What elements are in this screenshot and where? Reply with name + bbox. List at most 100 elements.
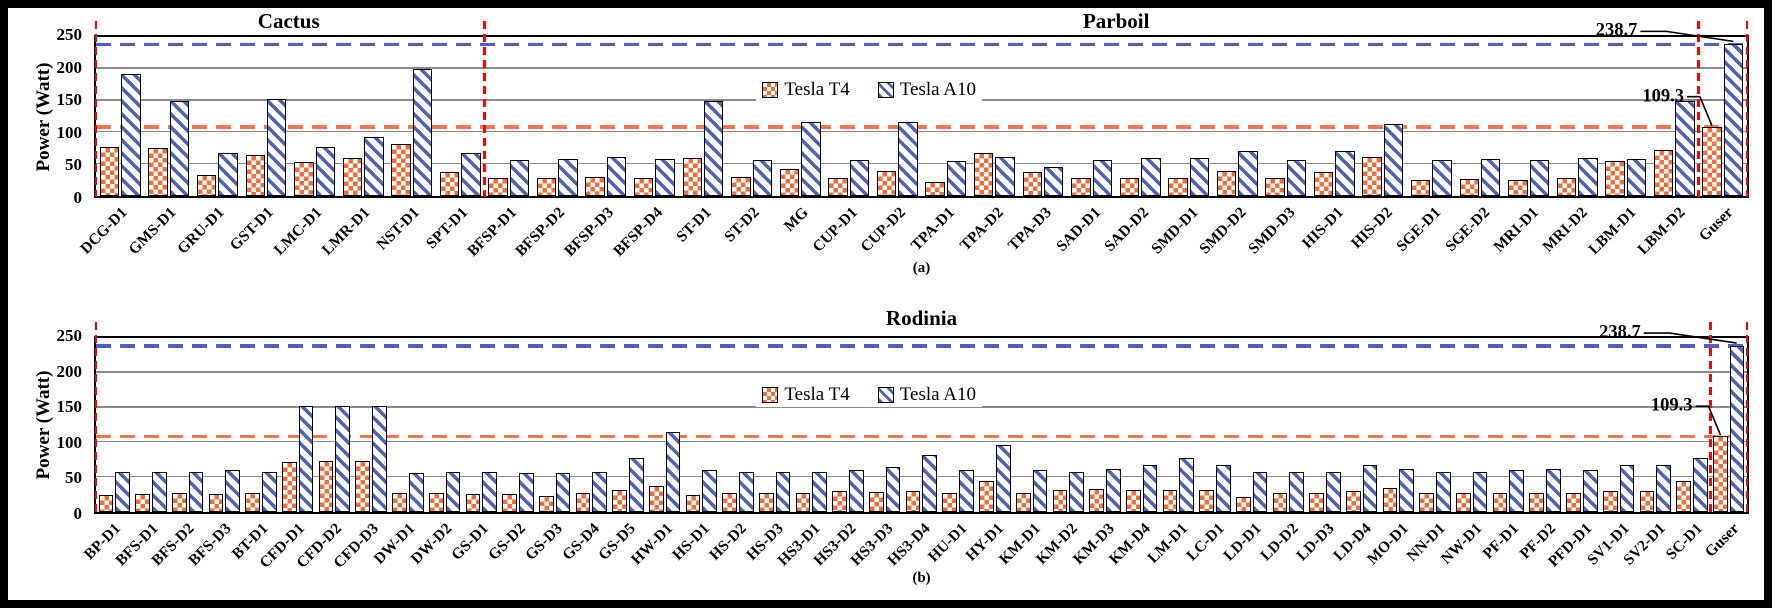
bar-group-hs-d2 <box>720 338 757 512</box>
bar-tesla-a10 <box>922 454 938 512</box>
bar-group-bfs-d2 <box>169 338 206 512</box>
legend-item: Tesla T4 <box>762 79 850 101</box>
bar-group-pfd-d1 <box>1564 338 1601 512</box>
x-axis-label: LD-D2 <box>1257 520 1302 565</box>
y-tick-label: 50 <box>65 468 82 488</box>
bar-tesla-t4 <box>439 172 460 196</box>
bars-container <box>96 338 1747 512</box>
bar-tesla-t4 <box>925 182 945 196</box>
bar-tesla-a10 <box>849 470 864 512</box>
bar-tesla-t4 <box>1566 492 1581 512</box>
x-axis-label: SMD-D1 <box>1147 204 1202 258</box>
legend-item: Tesla A10 <box>877 384 976 406</box>
chart-a-cactus-parboil: Cactus Parboil Power (Watt) Tesla T4 Tesla… <box>8 8 1764 284</box>
bar-group-bfsp-d2 <box>533 37 582 196</box>
bar-tesla-t4 <box>612 490 627 512</box>
bar-tesla-a10 <box>995 444 1011 512</box>
y-tick-label: 100 <box>56 122 83 142</box>
bar-tesla-a10 <box>898 122 918 196</box>
bar-group-tpa-d1 <box>922 37 971 196</box>
bar-group-hu-d1 <box>940 338 977 512</box>
gridline <box>96 440 1747 443</box>
bar-group-sad-d1 <box>1067 37 1116 196</box>
bar-group-dw-d1 <box>390 338 427 512</box>
x-axis-label: SAD-D2 <box>1101 204 1153 256</box>
x-axis-label: Guser <box>1702 520 1743 561</box>
bar-group-mg <box>776 37 825 196</box>
y-tick-label: 150 <box>56 90 83 110</box>
bar-group-sv1-d1 <box>1600 338 1637 512</box>
x-axis-label: SGE-D1 <box>1393 204 1445 256</box>
bar-tesla-t4 <box>1119 178 1140 196</box>
x-axis-label: SMD-D2 <box>1196 204 1250 258</box>
legend-label: Tesla A10 <box>899 79 976 101</box>
legend: Tesla T4 Tesla A10 <box>756 383 982 408</box>
bar-tesla-a10 <box>849 159 870 196</box>
bar-tesla-a10 <box>1032 470 1048 512</box>
bar-tesla-a10 <box>628 458 644 512</box>
bar-tesla-a10 <box>1436 472 1451 512</box>
legend-label: Tesla T4 <box>784 79 850 101</box>
y-tick-label: 250 <box>56 326 83 345</box>
x-axis-label: TPA-D1 <box>907 204 958 255</box>
x-axis-label: GST-D1 <box>226 204 277 254</box>
bar-tesla-t4 <box>973 152 994 196</box>
bar-group-spt-d1 <box>436 37 485 196</box>
y-tick-label: 0 <box>73 188 83 207</box>
bar-tesla-a10 <box>115 472 131 512</box>
bar-tesla-t4 <box>1199 490 1214 512</box>
annotation-label: 109.3 <box>1642 86 1684 107</box>
gridline <box>96 371 1747 373</box>
bar-group-bfs-d3 <box>206 338 243 512</box>
x-axis-label: BFSP-D3 <box>561 204 618 260</box>
bar-tesla-a10 <box>364 136 384 196</box>
annotation-label: 109.3 <box>1650 395 1693 416</box>
bar-tesla-a10 <box>262 471 277 512</box>
x-axis-label: DW-D2 <box>407 520 456 568</box>
bar-tesla-a10 <box>1692 458 1708 512</box>
bar-tesla-t4 <box>1162 490 1178 512</box>
bar-group-nst-d1 <box>387 37 436 196</box>
bar-group-bfsp-d3 <box>582 37 631 196</box>
bar-tesla-a10 <box>1238 151 1258 196</box>
x-axis-label: GS-D2 <box>485 520 529 564</box>
bar-tesla-t4 <box>828 178 848 196</box>
bar-tesla-t4 <box>1362 156 1382 196</box>
x-axis-label: MRI-D1 <box>1490 204 1542 256</box>
plot-area: Tesla T4 Tesla A10 <box>94 322 1749 514</box>
bar-tesla-a10 <box>372 406 387 512</box>
bar-tesla-t4 <box>1265 177 1285 196</box>
bar-tesla-t4 <box>342 157 363 196</box>
bar-group-km-d3 <box>1087 338 1124 512</box>
bar-tesla-t4 <box>98 494 114 512</box>
bar-tesla-a10 <box>408 473 424 512</box>
legend-item: Tesla A10 <box>877 79 976 101</box>
x-axis-label: BFSP-D4 <box>609 204 666 260</box>
bar-tesla-t4 <box>575 493 591 512</box>
bar-tesla-a10 <box>1529 159 1550 196</box>
bar-tesla-t4 <box>779 169 800 196</box>
y-axis-title: Power (Watt) <box>33 370 54 480</box>
bar-tesla-t4 <box>869 491 884 512</box>
bar-group-st-d2 <box>727 37 776 196</box>
bar-tesla-t4 <box>196 175 217 196</box>
bar-group-mri-d1 <box>1504 37 1553 196</box>
annotation-label: 238.7 <box>1599 322 1641 343</box>
bar-tesla-t4 <box>208 493 224 512</box>
bar-group-cup-d2 <box>873 37 922 196</box>
bar-group-km-d1 <box>1013 338 1050 512</box>
bar-group-lmr-d1 <box>339 37 388 196</box>
bar-tesla-t4 <box>538 496 554 512</box>
legend: Tesla T4 Tesla A10 <box>756 78 982 103</box>
x-axis-label: LM-D1 <box>1144 520 1191 567</box>
bar-group-nn-d1 <box>1417 338 1454 512</box>
bar-tesla-t4 <box>1456 493 1471 512</box>
bar-tesla-a10 <box>1289 472 1305 512</box>
bar-group-his-d2 <box>1359 37 1408 196</box>
x-axis-label: SGE-D2 <box>1442 204 1494 256</box>
x-axis-label: HU-D1 <box>924 520 971 566</box>
y-tick-label: 0 <box>73 504 83 523</box>
bar-tesla-a10 <box>1656 464 1671 512</box>
x-axis-label: LD-D1 <box>1220 520 1265 565</box>
gridline <box>96 130 1747 133</box>
